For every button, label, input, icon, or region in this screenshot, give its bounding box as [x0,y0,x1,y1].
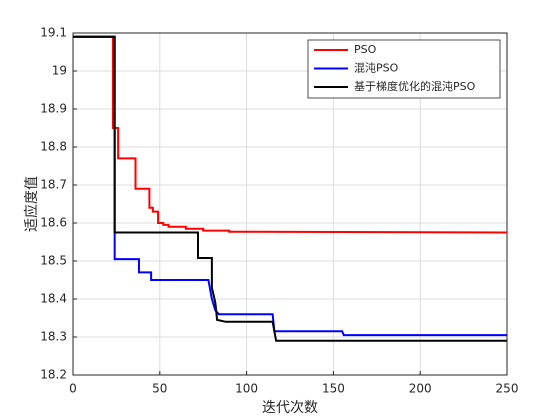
series-line [73,35,508,234]
x-tick-label: 50 [152,382,167,396]
y-tick-label: 18.7 [40,178,67,192]
x-tick-label: 100 [235,382,258,396]
y-tick-label: 18.8 [40,140,67,154]
legend-label: 混沌PSO [354,62,399,75]
y-tick-label: 18.4 [40,292,67,306]
y-tick-label: 19 [52,64,67,78]
y-axis-label: 适应度值 [23,176,40,232]
x-tick-label: 200 [409,382,432,396]
x-tick-label: 0 [69,382,77,396]
legend-label: PSO [354,43,377,56]
legend-label: 基于梯度优化的混沌PSO [354,79,476,93]
series-line [73,35,507,337]
y-tick-label: 18.6 [40,216,67,230]
x-axis-label: 迭代次数 [262,400,318,416]
y-tick-label: 18.3 [40,330,67,344]
plot-frame [72,32,508,376]
y-tick-label: 18.9 [40,102,67,116]
x-tick-label: 150 [322,382,345,396]
y-tick-label: 18.2 [40,368,67,382]
y-tick-label: 19.1 [40,26,67,40]
x-tick-label: 250 [496,382,519,396]
series-line [73,35,507,342]
y-tick-label: 18.5 [40,254,67,268]
